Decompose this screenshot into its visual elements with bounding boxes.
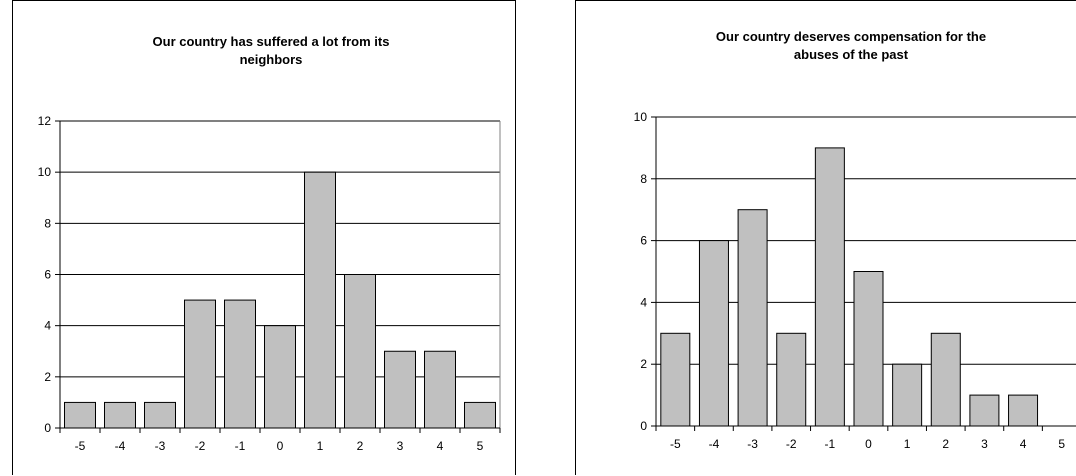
bar [853,271,884,427]
x-tick-label: -4 [115,439,126,453]
y-tick-label: 8 [640,172,647,186]
x-tick-label: 3 [981,437,988,451]
y-tick-label: 12 [38,114,52,128]
x-tick-label: -1 [235,439,246,453]
bar [304,171,336,429]
y-tick-label: 10 [634,110,648,124]
bar [660,332,691,427]
chart-title-line-2: abuses of the past [794,47,909,62]
x-tick-label: -1 [825,437,836,451]
bar [64,401,96,429]
x-tick-label: -3 [747,437,758,451]
bar [264,325,296,429]
y-tick-label: 2 [640,357,647,371]
bar [1008,394,1039,427]
bar [104,401,136,429]
x-tick-label: -3 [155,439,166,453]
y-tick-label: 6 [44,268,51,282]
x-tick-label: 5 [477,439,484,453]
y-tick-label: 4 [640,295,647,309]
x-tick-label: 4 [437,439,444,453]
chart-panel-right: Our country deserves compensation for th… [575,0,1076,475]
bar [344,274,376,429]
bar [814,147,845,427]
chart-right-svg: Our country deserves compensation for th… [634,29,1076,451]
bar [969,394,1000,427]
bar [464,401,496,429]
plot-area: 0 2 4 6 8 10 -5 -4 -3 -2 -1 0 1 2 3 4 5 [634,110,1076,451]
chart-panel-left: Our country has suffered a lot from its … [12,0,516,475]
bar [737,209,768,427]
x-tick-label: 0 [865,437,872,451]
x-tick-label: -2 [786,437,797,451]
x-tick-label: 2 [942,437,949,451]
x-tick-label: 1 [317,439,324,453]
chart-left-svg: Our country has suffered a lot from its … [38,34,501,453]
x-tick-label: 5 [1058,437,1065,451]
x-tick-label: 3 [397,439,404,453]
y-tick-label: 10 [38,165,52,179]
bar [892,363,923,427]
bar [698,240,729,427]
x-tick-label: 4 [1020,437,1027,451]
x-tick-label: -2 [195,439,206,453]
x-tick-label: 2 [357,439,364,453]
x-tick-label: -5 [75,439,86,453]
y-tick-label: 8 [44,216,51,230]
bar [224,299,256,429]
x-tick-label: 1 [904,437,911,451]
y-tick-label: 0 [640,419,647,433]
y-tick-label: 4 [44,319,51,333]
bar [776,332,807,427]
y-tick-label: 6 [640,234,647,248]
x-tick-label: 0 [277,439,284,453]
chart-title-line-1: Our country has suffered a lot from its [153,34,390,49]
bar [424,350,456,429]
bar [144,401,176,429]
y-tick-label: 0 [44,421,51,435]
x-tick-label: -5 [670,437,681,451]
chart-title-line-2: neighbors [240,52,303,67]
bar [384,350,416,429]
x-tick-label: -4 [709,437,720,451]
chart-title-line-1: Our country deserves compensation for th… [716,29,986,44]
bar [930,332,961,427]
y-tick-label: 2 [44,370,51,384]
bar [184,299,216,429]
